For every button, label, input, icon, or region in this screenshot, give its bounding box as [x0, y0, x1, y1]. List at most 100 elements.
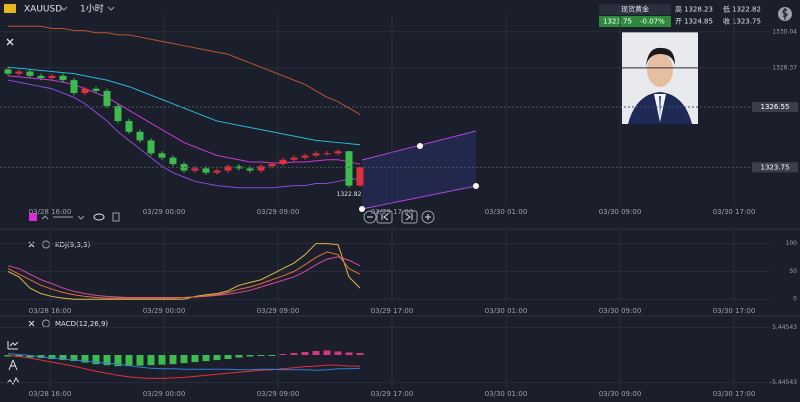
- currency-symbol: [782, 8, 788, 20]
- candle-body: [158, 153, 166, 158]
- x-tick-label: 03/30 01:00: [485, 208, 528, 216]
- x-tick-label: 03/29 00:00: [143, 390, 186, 398]
- candle-body: [48, 75, 56, 78]
- delete-button[interactable]: [112, 212, 120, 222]
- candle-body: [26, 71, 34, 76]
- high-value: 1328.23: [684, 6, 713, 14]
- visibility-toggle[interactable]: [93, 213, 105, 221]
- tool-icon[interactable]: [7, 341, 19, 350]
- low-label: 低: [723, 5, 730, 14]
- indicator-title: MACD(12,26,9): [55, 320, 108, 328]
- histogram-bar: [235, 355, 243, 358]
- x-tick-label: 03/29 00:00: [143, 208, 186, 216]
- low-price-label: 1322.82: [337, 191, 362, 198]
- scroll-left[interactable]: [376, 210, 393, 224]
- histogram-bar: [268, 355, 276, 356]
- open-value: 1324.85: [684, 18, 713, 26]
- price-marker-box: [752, 102, 798, 113]
- quote-price: 1323.75: [603, 18, 632, 26]
- histogram-bar: [136, 355, 144, 366]
- x-tick-label: 03/30 01:00: [485, 390, 528, 398]
- histogram-bar: [279, 353, 287, 355]
- histogram-bar: [334, 351, 342, 355]
- histogram-bar: [356, 352, 364, 355]
- dropdown-arrow[interactable]: [107, 6, 115, 11]
- dropdown-arrow[interactable]: [60, 6, 68, 11]
- indicator-line: [7, 79, 360, 189]
- y-tick-label: 0: [793, 296, 797, 303]
- macd-line: [7, 354, 360, 379]
- quote-name: 现货黄金: [621, 5, 649, 14]
- candle-body: [92, 88, 100, 91]
- close-indicator[interactable]: [28, 241, 35, 248]
- histogram-bar: [114, 355, 122, 367]
- y-tick-label: 100: [786, 240, 798, 247]
- channel-handle[interactable]: [359, 206, 365, 212]
- histogram-bar: [213, 355, 221, 361]
- candle-body: [257, 166, 265, 171]
- interval[interactable]: 1小时: [80, 3, 104, 15]
- histogram-bar: [323, 350, 331, 355]
- price-marker-box: [752, 162, 798, 173]
- macd-line: [7, 352, 361, 371]
- histogram-bar: [246, 355, 254, 357]
- kdj-line: [7, 243, 361, 300]
- symbol-icon: [4, 4, 16, 13]
- close-indicator[interactable]: [28, 320, 35, 327]
- indicator-title: KDJ(9,3,3): [55, 241, 91, 249]
- channel-handle[interactable]: [417, 143, 423, 149]
- candle-body: [301, 155, 309, 158]
- x-tick-label: 03/29 09:00: [257, 390, 300, 398]
- quote-name-box: [599, 4, 671, 15]
- histogram-bar: [92, 355, 100, 365]
- dropdown-arrow[interactable]: [77, 215, 85, 220]
- candle-body: [136, 131, 144, 141]
- histogram-bar: [81, 355, 89, 363]
- x-tick-label: 03/29 09:00: [257, 307, 300, 315]
- x-tick-label: 03/30 09:00: [599, 208, 642, 216]
- collapse-icon[interactable]: [6, 38, 14, 46]
- x-tick-label: 03/30 17:00: [713, 307, 756, 315]
- y-tick-label: 1330.04: [772, 28, 797, 35]
- x-tick-label: 03/30 17:00: [713, 208, 756, 216]
- y-tick-label: -5.44543: [770, 379, 797, 386]
- tool-icon[interactable]: [6, 376, 20, 385]
- histogram-bar: [147, 355, 155, 366]
- indicator-line: [7, 75, 361, 165]
- candle-body: [279, 159, 287, 165]
- histogram-bar: [26, 355, 34, 358]
- candle-body: [323, 153, 331, 155]
- indicator-line: [7, 66, 361, 146]
- histogram-bar: [103, 355, 111, 366]
- x-tick-label: 03/30 09:00: [599, 390, 642, 398]
- zoom-in[interactable]: [421, 210, 435, 224]
- quote-price-box: [599, 16, 671, 27]
- zoom-out[interactable]: [363, 210, 377, 224]
- candle-body: [103, 90, 111, 106]
- line-style[interactable]: [41, 215, 49, 220]
- indicator-line: [8, 25, 361, 116]
- candle-body: [345, 151, 353, 186]
- histogram-bar: [37, 355, 45, 359]
- histogram-bar: [301, 351, 309, 355]
- symbol[interactable]: XAUUSD: [24, 5, 62, 15]
- channel-fill: [362, 131, 476, 209]
- histogram-bar: [290, 352, 298, 355]
- candle-body: [37, 75, 45, 78]
- candle-body: [334, 151, 342, 154]
- presenter-face: [647, 53, 673, 87]
- color-swatch[interactable]: [29, 213, 37, 221]
- x-tick-label: 03/29 00:00: [143, 307, 186, 315]
- channel-handle[interactable]: [473, 183, 479, 189]
- candle-body: [191, 168, 199, 171]
- candle-body: [4, 69, 12, 74]
- kdj-line: [7, 251, 361, 299]
- tool-icon[interactable]: [8, 359, 18, 371]
- candle-body: [246, 168, 254, 171]
- scroll-right[interactable]: [401, 210, 418, 224]
- candle-body: [235, 166, 243, 169]
- price-marker-label: 1326.55: [761, 103, 790, 111]
- candle-body: [224, 166, 232, 171]
- candle-body: [114, 105, 122, 122]
